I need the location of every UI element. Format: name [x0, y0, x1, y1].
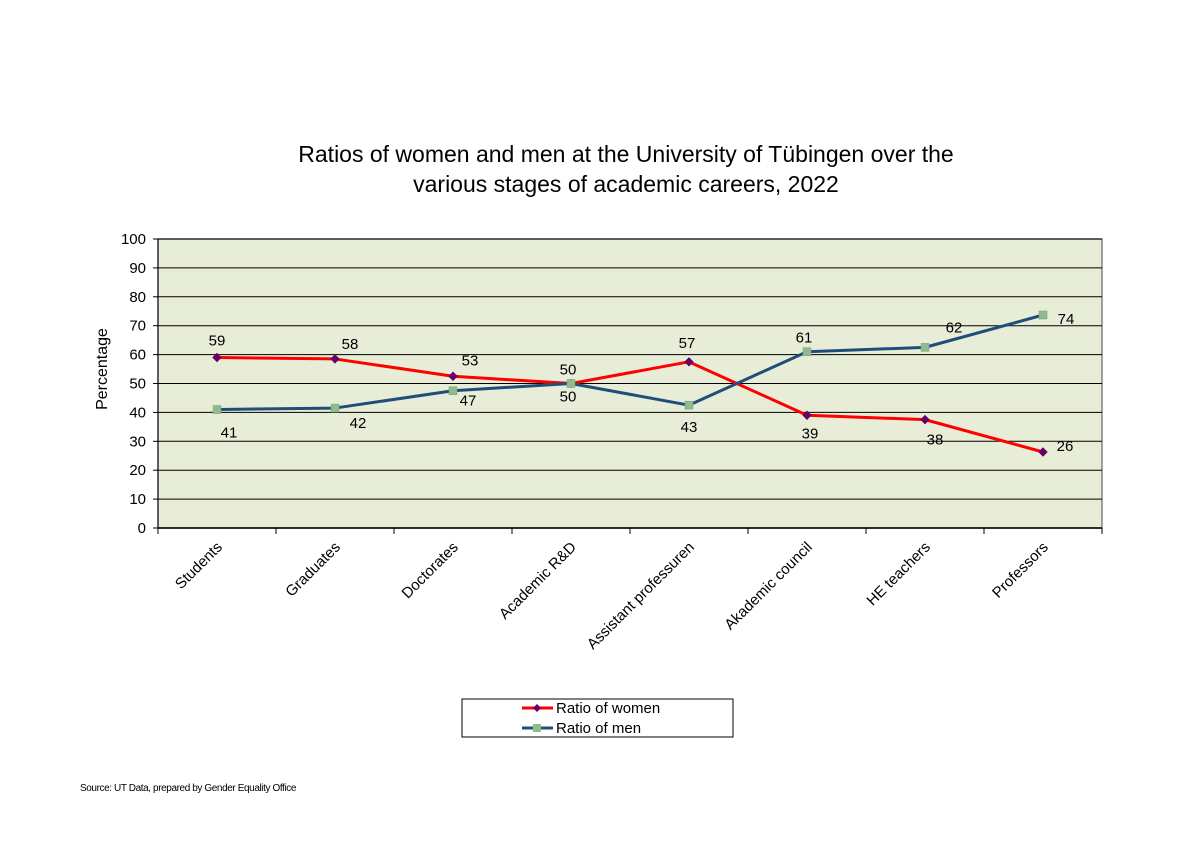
gridlines: [158, 238, 1102, 500]
legend-item-women: Ratio of women: [522, 700, 660, 717]
legend-item-men: Ratio of men: [522, 720, 641, 737]
data-point: [448, 371, 458, 381]
legend-box: [461, 698, 734, 738]
data-point: [684, 357, 694, 367]
y-tick-label: 40: [129, 404, 146, 421]
chart-title-line-1: Ratios of women and men at the Universit…: [298, 141, 953, 167]
x-tick-label: Doctorates: [399, 539, 462, 602]
data-label: 58: [342, 336, 359, 353]
x-tick-label: Students: [172, 539, 226, 593]
chart-title-line-2: various stages of academic careers, 2022: [413, 171, 839, 197]
x-tick-label: Professors: [989, 539, 1052, 602]
y-tick-label: 0: [138, 520, 146, 537]
data-label: 59: [209, 332, 226, 349]
data-point: [920, 414, 930, 425]
data-point: [212, 405, 222, 414]
y-tick-label: 30: [129, 433, 146, 450]
data-point: [920, 343, 930, 352]
series-line: [216, 355, 1044, 454]
legend-label: Ratio of men: [556, 720, 641, 737]
data-point: [1038, 447, 1048, 457]
x-tick-label: HE teachers: [863, 539, 933, 609]
data-point: [802, 347, 812, 356]
data-label: 62: [946, 319, 963, 336]
series-men: 41 42 47 50 43 61 62 74: [212, 310, 1075, 442]
x-tick-label: Graduates: [282, 539, 344, 601]
series-layer: 59 58 53 50 57 39 38 26 41 42 47 50 43 61 62 74: [209, 310, 1075, 457]
data-point: [684, 400, 694, 410]
data-label: 74: [1058, 311, 1075, 328]
data-label: 47: [460, 393, 477, 410]
data-label: 26: [1057, 438, 1074, 455]
x-tick-label: Academic R&D: [496, 539, 580, 623]
chart-title: Ratios of women and men at the Universit…: [298, 141, 953, 197]
data-label: 38: [927, 432, 944, 449]
y-tick-label: 20: [129, 462, 146, 479]
data-point: [212, 352, 222, 363]
data-point: [330, 354, 340, 364]
x-tick-label: Akademic council: [721, 539, 816, 634]
y-tick-label: 10: [129, 491, 146, 508]
x-axis: Students Graduates Doctorates Academic R&D A…: [157, 527, 1103, 653]
y-tick-label: 100: [121, 231, 146, 248]
series-women: 59 58 53 50 57 39 38 26: [209, 332, 1074, 457]
data-point: [330, 403, 340, 413]
data-point: [1038, 310, 1048, 320]
y-tick-label: 80: [129, 289, 146, 306]
data-label: 57: [679, 335, 696, 352]
y-axis: 0 10 20 30 40 50 60 70 80 90 100: [121, 231, 159, 537]
legend-swatch-marker: [533, 704, 541, 712]
data-label: 61: [796, 330, 813, 347]
series-line: [216, 313, 1044, 412]
data-label: 53: [462, 352, 479, 369]
data-label: 50: [560, 389, 577, 406]
y-tick-label: 50: [129, 376, 146, 393]
data-point: [566, 379, 576, 388]
legend-swatch-marker: [533, 724, 541, 732]
data-label: 42: [350, 415, 367, 432]
data-label: 41: [221, 425, 238, 442]
x-tick-label: Assistant professuren: [584, 539, 698, 653]
y-tick-label: 90: [129, 260, 146, 277]
y-tick-label: 60: [129, 347, 146, 364]
source-note: Source: UT Data, prepared by Gender Equa…: [80, 783, 297, 794]
data-label: 50: [560, 362, 577, 379]
legend-label: Ratio of women: [556, 700, 660, 717]
data-label: 39: [802, 425, 819, 442]
y-tick-label: 70: [129, 318, 146, 335]
data-label: 43: [681, 419, 698, 436]
legend: Ratio of women Ratio of men: [461, 698, 734, 738]
data-point: [448, 386, 458, 395]
data-point: [802, 410, 812, 420]
y-axis-label: Percentage: [94, 328, 111, 410]
